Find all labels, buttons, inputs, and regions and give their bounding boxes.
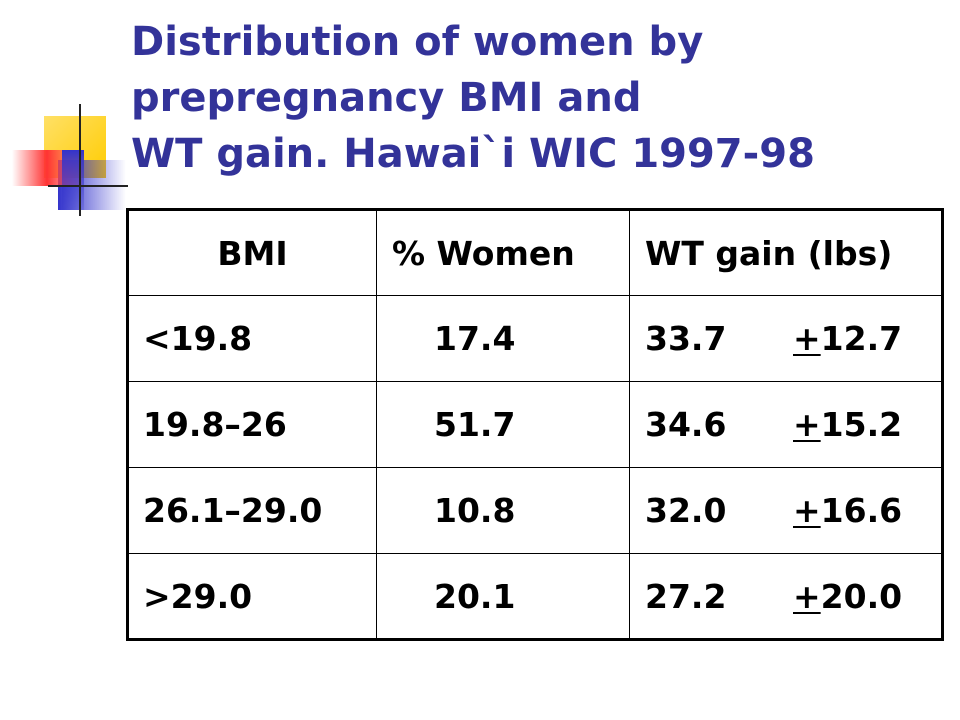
plus-minus-sign: + — [793, 319, 821, 358]
table-row: <19.8 17.4 33.7 +12.7 — [127, 295, 943, 382]
cell-wt-gain: 32.0 +16.6 — [629, 467, 943, 554]
header-percent-women: % Women — [376, 209, 630, 296]
slide-title: Distribution of women by prepregnancy BM… — [131, 14, 941, 182]
gain-sd: 20.0 — [820, 576, 903, 616]
slide-ornament — [12, 104, 128, 216]
header-bmi: BMI — [127, 209, 377, 296]
title-line-3: WT gain. Hawai`i WIC 1997-98 — [131, 131, 815, 177]
gain-sd: 12.7 — [820, 319, 903, 358]
cell-wt-gain: 33.7 +12.7 — [629, 295, 943, 382]
cell-percent-women: 10.8 — [376, 467, 630, 554]
gain-sd: 15.2 — [820, 405, 903, 444]
cell-bmi: >29.0 — [127, 553, 377, 640]
plus-minus-sign: + — [793, 405, 821, 444]
gain-mean: 33.7 — [645, 319, 727, 358]
gain-sd: 16.6 — [820, 491, 903, 530]
table-header-row: BMI % Women WT gain (lbs) — [127, 209, 943, 296]
plus-minus-sign: + — [793, 576, 821, 616]
ornament-blue-bar — [62, 150, 84, 210]
cell-percent-women: 17.4 — [376, 295, 630, 382]
cell-bmi: <19.8 — [127, 295, 377, 382]
gain-mean: 27.2 — [645, 576, 727, 616]
cell-percent-women: 51.7 — [376, 381, 630, 468]
cell-bmi: 19.8–26 — [127, 381, 377, 468]
title-line-2: prepregnancy BMI and — [131, 75, 642, 121]
gain-mean: 32.0 — [645, 491, 727, 530]
cell-bmi: 26.1–29.0 — [127, 467, 377, 554]
table-row: >29.0 20.1 27.2 +20.0 — [127, 553, 943, 640]
table-row: 26.1–29.0 10.8 32.0 +16.6 — [127, 467, 943, 554]
cell-wt-gain: 34.6 +15.2 — [629, 381, 943, 468]
bmi-weight-gain-table: BMI % Women WT gain (lbs) <19.8 17.4 33.… — [126, 208, 944, 641]
gain-mean: 34.6 — [645, 405, 727, 444]
cell-wt-gain: 27.2 +20.0 — [629, 553, 943, 640]
title-line-1: Distribution of women by — [131, 19, 704, 65]
table-row: 19.8–26 51.7 34.6 +15.2 — [127, 381, 943, 468]
cell-percent-women: 20.1 — [376, 553, 630, 640]
plus-minus-sign: + — [793, 491, 821, 530]
header-wt-gain: WT gain (lbs) — [629, 209, 943, 296]
